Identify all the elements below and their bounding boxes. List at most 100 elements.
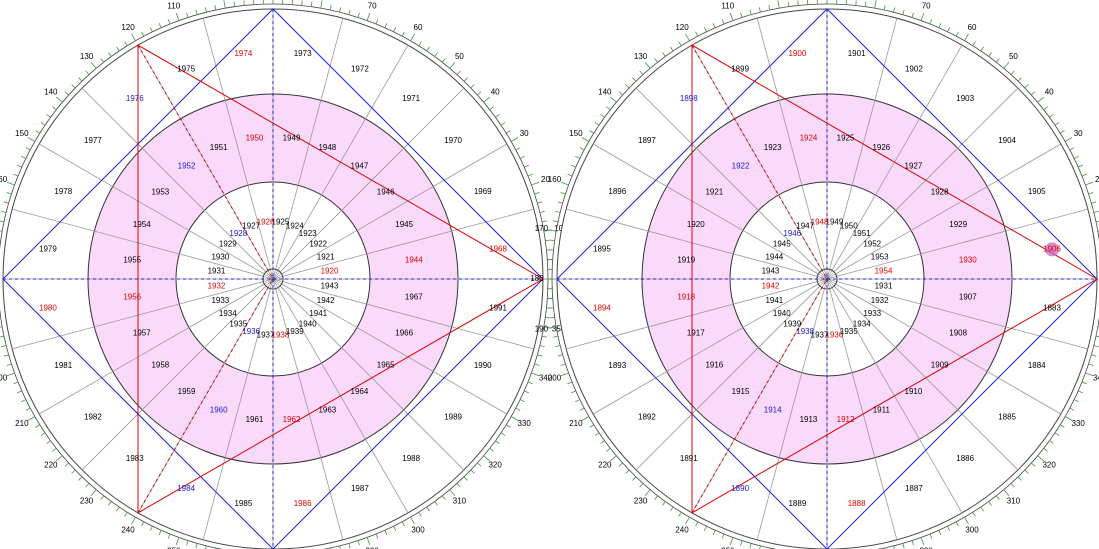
scale-tick — [740, 540, 743, 546]
scale-tick — [740, 12, 743, 18]
year-label: 1953 — [871, 252, 889, 261]
scale-tick — [243, 0, 245, 6]
degree-label: 70 — [922, 2, 931, 11]
year-label: 1949 — [283, 133, 301, 142]
year-label: 1936 — [826, 331, 844, 340]
scale-tick — [581, 416, 590, 421]
scale-tick — [116, 506, 120, 512]
scale-tick — [625, 469, 630, 474]
year-label: 1982 — [84, 412, 102, 421]
scale-tick — [329, 5, 332, 11]
scale-tick — [1093, 210, 1099, 213]
spoke — [756, 288, 825, 540]
degree-label: 50 — [1009, 52, 1018, 61]
scale-tick — [548, 249, 554, 251]
scale-tick — [548, 229, 557, 232]
hub-spoke — [819, 271, 828, 280]
scale-tick — [1049, 440, 1054, 444]
scale-tick — [678, 41, 682, 46]
year-label: 1965 — [377, 361, 395, 370]
scale-tick — [506, 130, 511, 134]
scale-tick — [495, 440, 500, 444]
scale-tick — [320, 0, 323, 9]
year-label: 1978 — [54, 187, 72, 196]
year-label: 1985 — [234, 499, 252, 508]
year-label: 1932 — [208, 282, 226, 291]
scale-tick — [195, 9, 198, 15]
scale-tick — [441, 58, 446, 63]
scale-tick — [549, 316, 555, 319]
scale-tick — [557, 354, 563, 357]
scale-tick — [223, 0, 226, 9]
scale-tick — [510, 137, 519, 142]
scale-tick — [131, 33, 136, 42]
scale-tick — [515, 147, 521, 151]
year-label: 1958 — [151, 361, 169, 370]
year-label: 1886 — [956, 454, 974, 463]
scale-tick — [418, 512, 422, 517]
year-label: 1967 — [405, 293, 423, 302]
scale-tick — [797, 0, 799, 6]
scale-tick — [0, 326, 3, 328]
scale-tick — [46, 440, 51, 444]
scale-tick — [489, 447, 494, 452]
scale-tick — [712, 23, 716, 28]
year-label: 1923 — [299, 229, 317, 238]
year-label: 1981 — [54, 361, 72, 370]
scale-tick — [539, 345, 545, 348]
year-label: 1991 — [489, 304, 507, 313]
scale-tick — [938, 530, 942, 535]
year-label: 1911 — [873, 405, 891, 414]
year-label: 1912 — [837, 415, 855, 424]
red-triangle — [691, 44, 1099, 514]
year-label: 1964 — [351, 387, 369, 396]
hub-spoke — [263, 276, 274, 280]
scale-tick — [456, 70, 461, 75]
degree-label: 340 — [1093, 373, 1099, 382]
blue-square — [2, 8, 544, 549]
degree-label: 30 — [520, 129, 529, 138]
year-label: 1974 — [234, 49, 252, 58]
scale-tick — [1085, 181, 1094, 186]
scale-tick — [600, 114, 605, 118]
scale-tick — [644, 489, 651, 497]
scale-tick — [609, 96, 617, 103]
red-triangle — [137, 44, 545, 514]
scale-tick — [434, 52, 438, 57]
scale-tick — [1043, 106, 1048, 111]
year-label: 1930 — [959, 256, 977, 265]
year-label: 1935 — [840, 327, 858, 336]
scale-tick — [6, 192, 12, 195]
scale-tick — [1, 345, 7, 348]
degree-label: 350 — [552, 324, 566, 333]
scale-tick — [483, 455, 491, 462]
scale-tick — [393, 525, 397, 531]
scale-tick — [1078, 164, 1083, 168]
scale-tick — [426, 506, 430, 512]
scale-tick — [524, 164, 529, 168]
year-label: 1884 — [1028, 361, 1046, 370]
scale-tick — [108, 501, 112, 506]
year-label: 1897 — [638, 136, 656, 145]
scale-tick — [1037, 96, 1045, 103]
year-label: 1969 — [474, 187, 492, 196]
scale-tick — [654, 495, 659, 500]
scale-tick — [911, 540, 914, 546]
scale-tick — [864, 1, 867, 7]
scale-tick — [463, 77, 468, 82]
year-label: 1940 — [299, 319, 317, 328]
scale-tick — [567, 173, 573, 177]
scale-tick — [17, 390, 22, 394]
scale-tick — [506, 424, 511, 428]
scale-tick — [149, 27, 153, 33]
scale-tick — [384, 530, 388, 535]
year-label: 1940 — [773, 309, 791, 318]
scale-tick — [1081, 381, 1087, 385]
year-label: 1938 — [796, 327, 814, 336]
hub-spoke — [818, 273, 828, 280]
degree-label: 320 — [1042, 461, 1056, 470]
scale-tick — [470, 469, 475, 474]
scale-tick — [441, 495, 446, 500]
scale-tick — [116, 46, 120, 52]
scale-tick — [527, 381, 533, 385]
